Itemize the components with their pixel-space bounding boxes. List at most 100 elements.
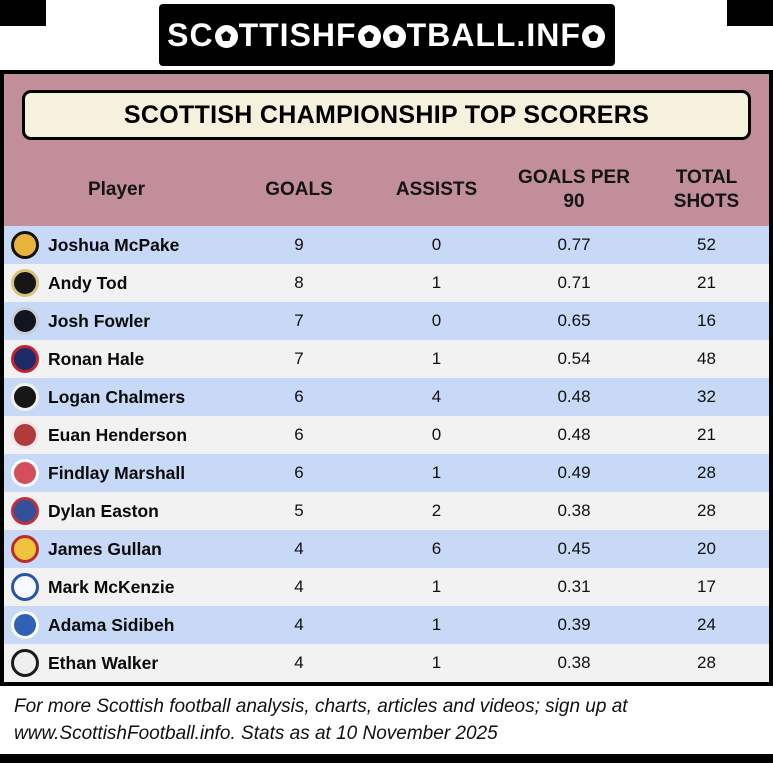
corner-decoration-right: [727, 0, 773, 26]
goals-per-90-value: 0.48: [557, 387, 591, 406]
footer-text: For more Scottish football analysis, cha…: [14, 696, 628, 744]
player-cell: James Gullan: [4, 530, 229, 568]
club-badge-icon: [11, 535, 39, 563]
total-shots-value: 16: [697, 311, 716, 330]
player-name: Adama Sidibeh: [48, 614, 175, 635]
total-shots-value: 21: [697, 273, 716, 292]
goals-value: 4: [294, 539, 304, 558]
table-row: Euan Henderson 6 0 0.48 21: [4, 416, 769, 454]
assists-value: 4: [431, 387, 442, 406]
total-shots-value: 28: [697, 653, 716, 672]
goals-per-90-value: 0.49: [557, 463, 591, 482]
player-cell: Findlay Marshall: [4, 454, 229, 492]
club-badge-icon: [11, 345, 39, 373]
football-icon: [581, 24, 605, 48]
goals-value: 7: [294, 311, 304, 330]
scorers-table: Player GOALS ASSISTS GOALS PER 90 TOTAL …: [4, 154, 769, 682]
goals-value: 9: [294, 235, 304, 254]
scorers-card: SCOTTISH CHAMPIONSHIP TOP SCORERS Player…: [0, 70, 773, 686]
table-row: Dylan Easton 5 2 0.38 28: [4, 492, 769, 530]
assists-value: 0: [431, 311, 442, 330]
player-name: Andy Tod: [48, 272, 128, 293]
club-badge-icon: [11, 383, 39, 411]
club-badge-icon: [11, 573, 39, 601]
goals-per-90-value: 0.38: [557, 653, 591, 672]
player-name: Ethan Walker: [48, 652, 159, 673]
goals-value: 4: [294, 615, 304, 634]
player-cell: Euan Henderson: [4, 416, 229, 454]
total-shots-value: 21: [697, 425, 716, 444]
logo-text: SC TTISHF TBALL.INF: [167, 17, 606, 54]
football-icon: [382, 24, 406, 48]
goals-per-90-value: 0.39: [557, 615, 591, 634]
assists-value: 2: [431, 501, 442, 520]
assists-value: 1: [431, 615, 442, 634]
player-name: Euan Henderson: [48, 424, 188, 445]
club-badge-icon: [11, 231, 39, 259]
goals-per-90-value: 0.48: [557, 425, 591, 444]
total-shots-value: 20: [697, 539, 716, 558]
goals-per-90-value: 0.54: [557, 349, 591, 368]
col-header-goals: GOALS: [265, 179, 333, 201]
club-badge-icon: [11, 307, 39, 335]
assists-value: 1: [431, 653, 442, 672]
goals-per-90-value: 0.77: [557, 235, 591, 254]
total-shots-value: 52: [697, 235, 716, 254]
club-badge-icon: [11, 611, 39, 639]
footer-note: For more Scottish football analysis, cha…: [0, 686, 773, 754]
player-name: Josh Fowler: [48, 310, 151, 331]
player-name: Findlay Marshall: [48, 462, 186, 483]
assists-value: 0: [431, 235, 442, 254]
col-header-player: Player: [87, 179, 146, 201]
table-row: James Gullan 4 6 0.45 20: [4, 530, 769, 568]
assists-value: 1: [431, 463, 442, 482]
assists-value: 1: [431, 273, 442, 292]
club-badge-icon: [11, 649, 39, 677]
goals-value: 5: [294, 501, 304, 520]
player-name: Dylan Easton: [48, 500, 159, 521]
table-body: Joshua McPake 9 0 0.77 52 Andy Tod 8 1 0…: [4, 226, 769, 682]
site-logo: SC TTISHF TBALL.INF: [158, 4, 615, 66]
assists-value: 1: [431, 349, 442, 368]
total-shots-value: 24: [697, 615, 716, 634]
assists-value: 1: [431, 577, 442, 596]
player-cell: Mark McKenzie: [4, 568, 229, 606]
club-badge-icon: [11, 497, 39, 525]
table-row: Andy Tod 8 1 0.71 21: [4, 264, 769, 302]
goals-per-90-value: 0.65: [557, 311, 591, 330]
goals-value: 8: [294, 273, 304, 292]
club-badge-icon: [11, 459, 39, 487]
table-row: Ethan Walker 4 1 0.38 28: [4, 644, 769, 682]
goals-per-90-value: 0.45: [557, 539, 591, 558]
total-shots-value: 28: [697, 463, 716, 482]
total-shots-value: 48: [697, 349, 716, 368]
player-name: Ronan Hale: [48, 348, 145, 369]
player-name: James Gullan: [48, 538, 162, 559]
player-cell: Logan Chalmers: [4, 378, 229, 416]
player-cell: Joshua McPake: [4, 226, 229, 264]
col-header-goals-per-90: GOALS PER 90: [518, 167, 630, 212]
player-name: Joshua McPake: [48, 234, 180, 255]
player-name: Mark McKenzie: [48, 576, 175, 597]
total-shots-value: 32: [697, 387, 716, 406]
assists-value: 0: [431, 425, 442, 444]
player-cell: Ethan Walker: [4, 644, 229, 682]
goals-per-90-value: 0.38: [557, 501, 591, 520]
player-cell: Dylan Easton: [4, 492, 229, 530]
table-row: Adama Sidibeh 4 1 0.39 24: [4, 606, 769, 644]
corner-decoration-left: [0, 0, 46, 26]
player-cell: Ronan Hale: [4, 340, 229, 378]
page-title: SCOTTISH CHAMPIONSHIP TOP SCORERS: [123, 100, 650, 129]
table-row: Josh Fowler 7 0 0.65 16: [4, 302, 769, 340]
col-header-assists: ASSISTS: [395, 179, 478, 201]
goals-value: 4: [294, 577, 304, 596]
goals-value: 6: [294, 425, 304, 444]
football-icon: [214, 24, 238, 48]
title-bar: SCOTTISH CHAMPIONSHIP TOP SCORERS: [22, 90, 751, 140]
assists-value: 6: [431, 539, 442, 558]
goals-value: 6: [294, 387, 304, 406]
player-name: Logan Chalmers: [48, 386, 186, 407]
goals-value: 4: [294, 653, 304, 672]
table-row: Findlay Marshall 6 1 0.49 28: [4, 454, 769, 492]
